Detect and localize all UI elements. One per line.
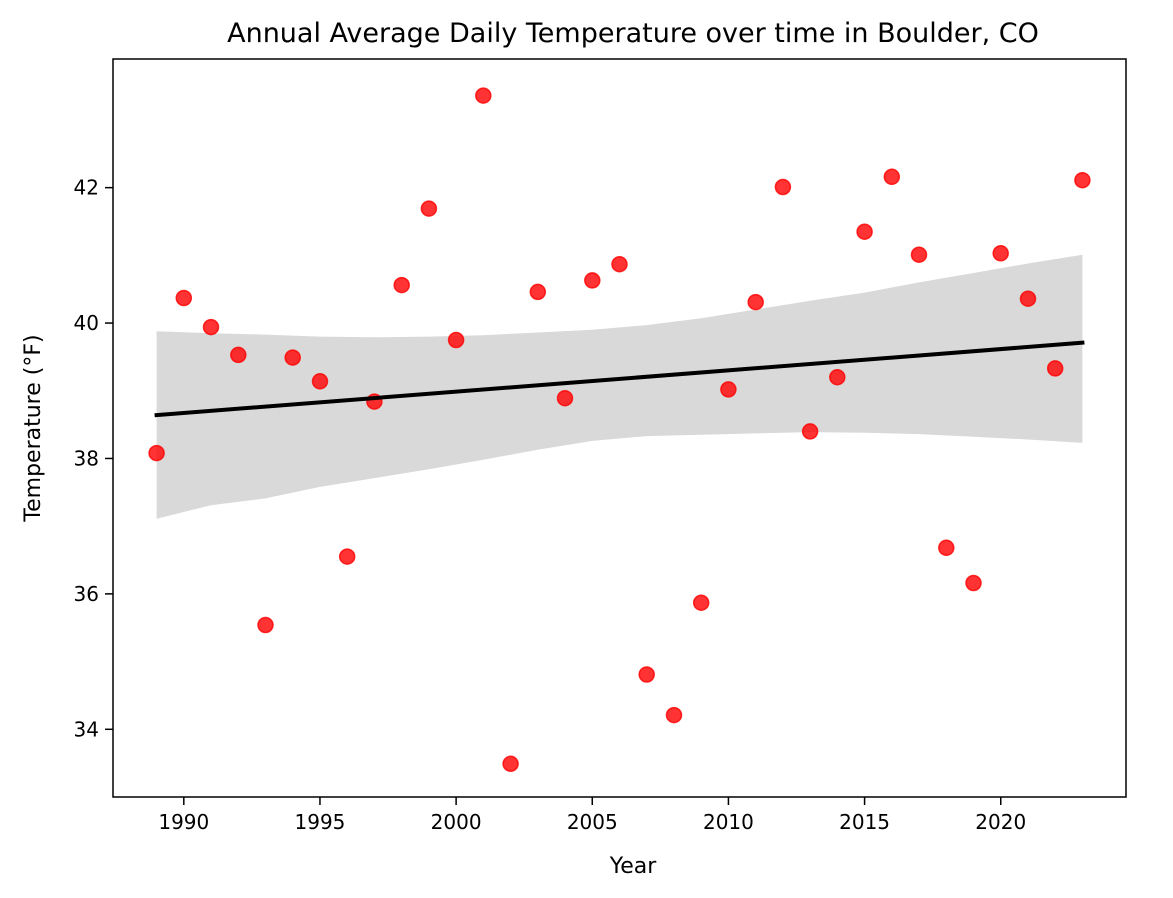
- data-point-2013: [801, 423, 819, 440]
- x-axis-label: Year: [609, 854, 658, 879]
- confidence-band: [156, 254, 1083, 519]
- x-tick-label-2005: 2005: [567, 810, 618, 834]
- data-point-1992: [230, 346, 247, 364]
- data-point-2010: [720, 381, 737, 398]
- y-tick-label-34: 34: [74, 717, 99, 741]
- data-point-2011: [747, 293, 764, 311]
- data-point-2007: [638, 666, 655, 683]
- data-point-2000: [447, 331, 465, 349]
- plot-area: [148, 87, 1091, 773]
- data-point-2022: [1046, 360, 1064, 377]
- data-point-2016: [883, 168, 901, 186]
- x-tick-label-1990: 1990: [158, 810, 209, 834]
- data-point-2008: [665, 706, 683, 724]
- data-point-1994: [284, 349, 301, 366]
- x-tick-label-2000: 2000: [431, 810, 482, 834]
- data-point-2023: [1074, 171, 1091, 189]
- data-point-2015: [856, 223, 873, 240]
- x-tick-label-2015: 2015: [839, 810, 890, 834]
- y-tick-label-40: 40: [74, 311, 99, 335]
- data-point-1989: [148, 444, 165, 462]
- y-tick-label-38: 38: [74, 446, 99, 470]
- x-tick-label-2020: 2020: [975, 810, 1026, 834]
- data-point-1990: [175, 289, 193, 307]
- data-point-2017: [910, 246, 928, 263]
- data-point-2020: [992, 245, 1009, 262]
- data-point-2003: [529, 283, 547, 301]
- data-point-1998: [393, 276, 410, 294]
- axis-ticks: 1990 1995 2000 2005 2010 2015 2020 34 36 38 40 42: [74, 176, 1027, 834]
- regression-line: [154, 340, 1085, 418]
- data-point-1996: [338, 548, 356, 565]
- data-point-1995: [311, 373, 329, 390]
- x-tick-label-2010: 2010: [703, 810, 754, 834]
- x-tick-label-1995: 1995: [295, 810, 346, 834]
- data-point-2014: [829, 368, 846, 386]
- y-tick-label-42: 42: [74, 176, 99, 200]
- data-point-2021: [1019, 290, 1037, 307]
- axes-frame: [112, 58, 1127, 798]
- y-tick-label-36: 36: [74, 582, 99, 606]
- data-point-1991: [202, 318, 220, 336]
- y-axis-label: Temperature (°F): [21, 334, 46, 522]
- data-point-2004: [556, 389, 574, 407]
- data-point-2001: [475, 87, 492, 104]
- data-point-2002: [502, 755, 519, 773]
- data-point-2006: [611, 255, 628, 273]
- data-point-2005: [584, 272, 601, 289]
- data-point-2009: [692, 594, 710, 611]
- data-point-1999: [420, 200, 438, 217]
- data-point-2012: [774, 178, 792, 196]
- data-point-1993: [257, 616, 274, 634]
- data-point-2018: [938, 539, 955, 557]
- data-point-2019: [965, 574, 982, 592]
- chart-title: Annual Average Daily Temperature over ti…: [227, 18, 1039, 49]
